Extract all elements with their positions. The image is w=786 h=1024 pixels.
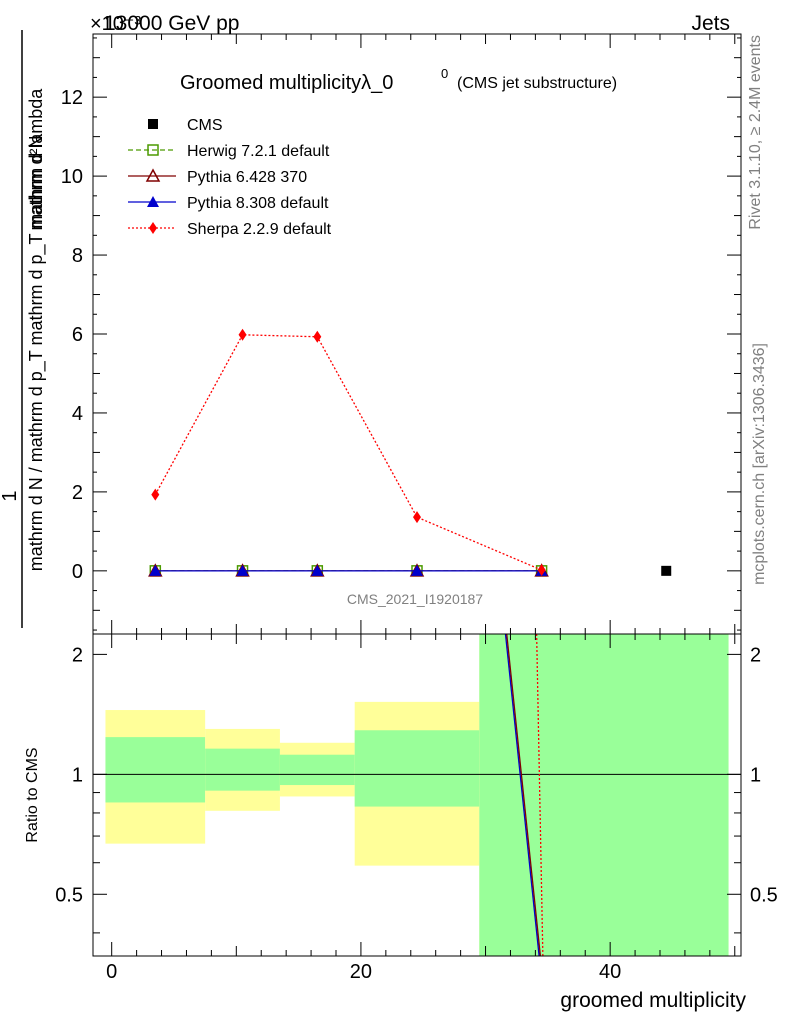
y-tick-label: 8 [72, 245, 83, 267]
ratio-y-label: Ratio to CMS [24, 747, 41, 842]
ratio-y-tick-label-right: 0.5 [750, 884, 778, 906]
data-point-sherpa-2-2-9-default [238, 328, 247, 341]
x-tick-label: 40 [599, 961, 621, 983]
y-tick-label: 12 [61, 87, 83, 109]
ratio-y-tick-label: 1 [72, 764, 83, 786]
y-label-denominator: mathrm d N / mathrm d p_T mathrm d p_T m… [26, 88, 47, 571]
ratio-y-tick-label: 0.5 [55, 884, 83, 906]
exponent-label: ×10⁻³ [90, 13, 141, 35]
legend-entry-cms: CMS [148, 117, 223, 134]
main-axis-ticks: 0 2 4 6 8 10 12 [61, 34, 741, 634]
data-point-pythia-8-308-default [411, 564, 423, 576]
legend-label: Pythia 6.428 370 [187, 169, 307, 186]
legend-marker [149, 222, 157, 234]
y-tick-label: 6 [72, 324, 83, 346]
legend-marker [148, 119, 158, 129]
legend-marker [147, 144, 159, 156]
watermark: CMS_2021_I1920187 [347, 591, 483, 607]
uncertainty-band-inner [354, 730, 480, 807]
legend-label: Pythia 8.308 default [187, 195, 329, 212]
y-label-numerator: 1 [0, 490, 21, 501]
series-sherpa-2-2-9-default [151, 328, 546, 577]
main-panel: 0 2 4 6 8 10 12 Groomed multiplicityλ_0 0 (CMS… [61, 33, 742, 635]
legend-entry-herwig-7-2-1-default: Herwig 7.2.1 default [128, 143, 330, 160]
ratio-line-sherpa-2-2-9-default [535, 633, 544, 957]
legend-marker [145, 168, 161, 182]
legend-entry-pythia-6-428-370: Pythia 6.428 370 [128, 168, 307, 186]
process-label: Jets [691, 12, 730, 35]
ratio-y-tick-label-right: 2 [750, 644, 761, 666]
data-point-pythia-8-308-default [236, 564, 249, 576]
ratio-line-pythia-8-308-default [504, 633, 540, 957]
uncertainty-band-inner [105, 737, 206, 803]
y-tick-label: 2 [72, 482, 83, 504]
x-axis-label: groomed multiplicity [560, 989, 746, 1012]
legend: CMS Herwig 7.2.1 default Pythia 6.428 370 P… [128, 117, 332, 238]
data-point-sherpa-2-2-9-default [537, 564, 546, 577]
ratio-y-tick-label: 2 [72, 644, 83, 666]
main-plot-content [148, 328, 672, 577]
y-label-numerator-right: mathrm d²N [26, 135, 46, 230]
y-tick-label: 10 [61, 166, 83, 188]
uncertainty-band-inner [479, 634, 729, 956]
main-subtitle: (CMS jet substructure) [457, 75, 617, 92]
y-tick-label: 0 [72, 561, 83, 583]
energy-label: 13000 GeV pp [104, 12, 239, 35]
ratio-frame [92, 633, 742, 957]
y-tick-label: 4 [72, 403, 83, 425]
main-title: Groomed multiplicityλ_0 [180, 72, 393, 94]
data-point-pythia-8-308-default [149, 564, 162, 576]
ratio-y-tick-label-right: 1 [750, 764, 761, 786]
main-y-axis-label: 1 mathrm d²N mathrm d N / mathrm d p_T m… [0, 30, 47, 628]
legend-entry-sherpa-2-2-9-default: Sherpa 2.2.9 default [128, 221, 332, 238]
x-tick-label: 20 [350, 961, 372, 983]
x-tick-label: 0 [106, 961, 117, 983]
main-title-superscript: 0 [441, 66, 448, 81]
legend-label: CMS [187, 117, 223, 134]
legend-marker [147, 196, 159, 207]
legend-label: Sherpa 2.2.9 default [187, 221, 332, 238]
data-point-sherpa-2-2-9-default [413, 511, 421, 524]
uncertainty-band-inner [205, 748, 280, 791]
series-pythia-8-308-default [149, 564, 548, 576]
ratio-panel: 0.5 0.51 12 20 20 40 Ratio to CMS groomed mul… [24, 633, 778, 1012]
legend-entry-pythia-8-308-default: Pythia 8.308 default [128, 195, 329, 212]
data-point-cms [661, 565, 672, 576]
rivet-label: Rivet 3.1.10, ≥ 2.4M events [747, 35, 764, 230]
series-cms [661, 565, 672, 576]
uncertainty-band-inner [279, 754, 355, 786]
ratio-plot-content [93, 633, 741, 957]
data-point-pythia-8-308-default [311, 564, 324, 576]
mcplots-label: mcplots.cern.ch [arXiv:1306.3436] [751, 343, 768, 585]
data-point-sherpa-2-2-9-default [313, 330, 322, 343]
legend-label: Herwig 7.2.1 default [187, 143, 330, 160]
data-point-sherpa-2-2-9-default [151, 488, 160, 501]
ratio-axis-ticks: 0.5 0.51 12 20 20 40 [55, 634, 778, 983]
series-line-sherpa-2-2-9-default [154, 334, 542, 571]
ratio-line-pythia-6-428-370 [506, 633, 542, 957]
